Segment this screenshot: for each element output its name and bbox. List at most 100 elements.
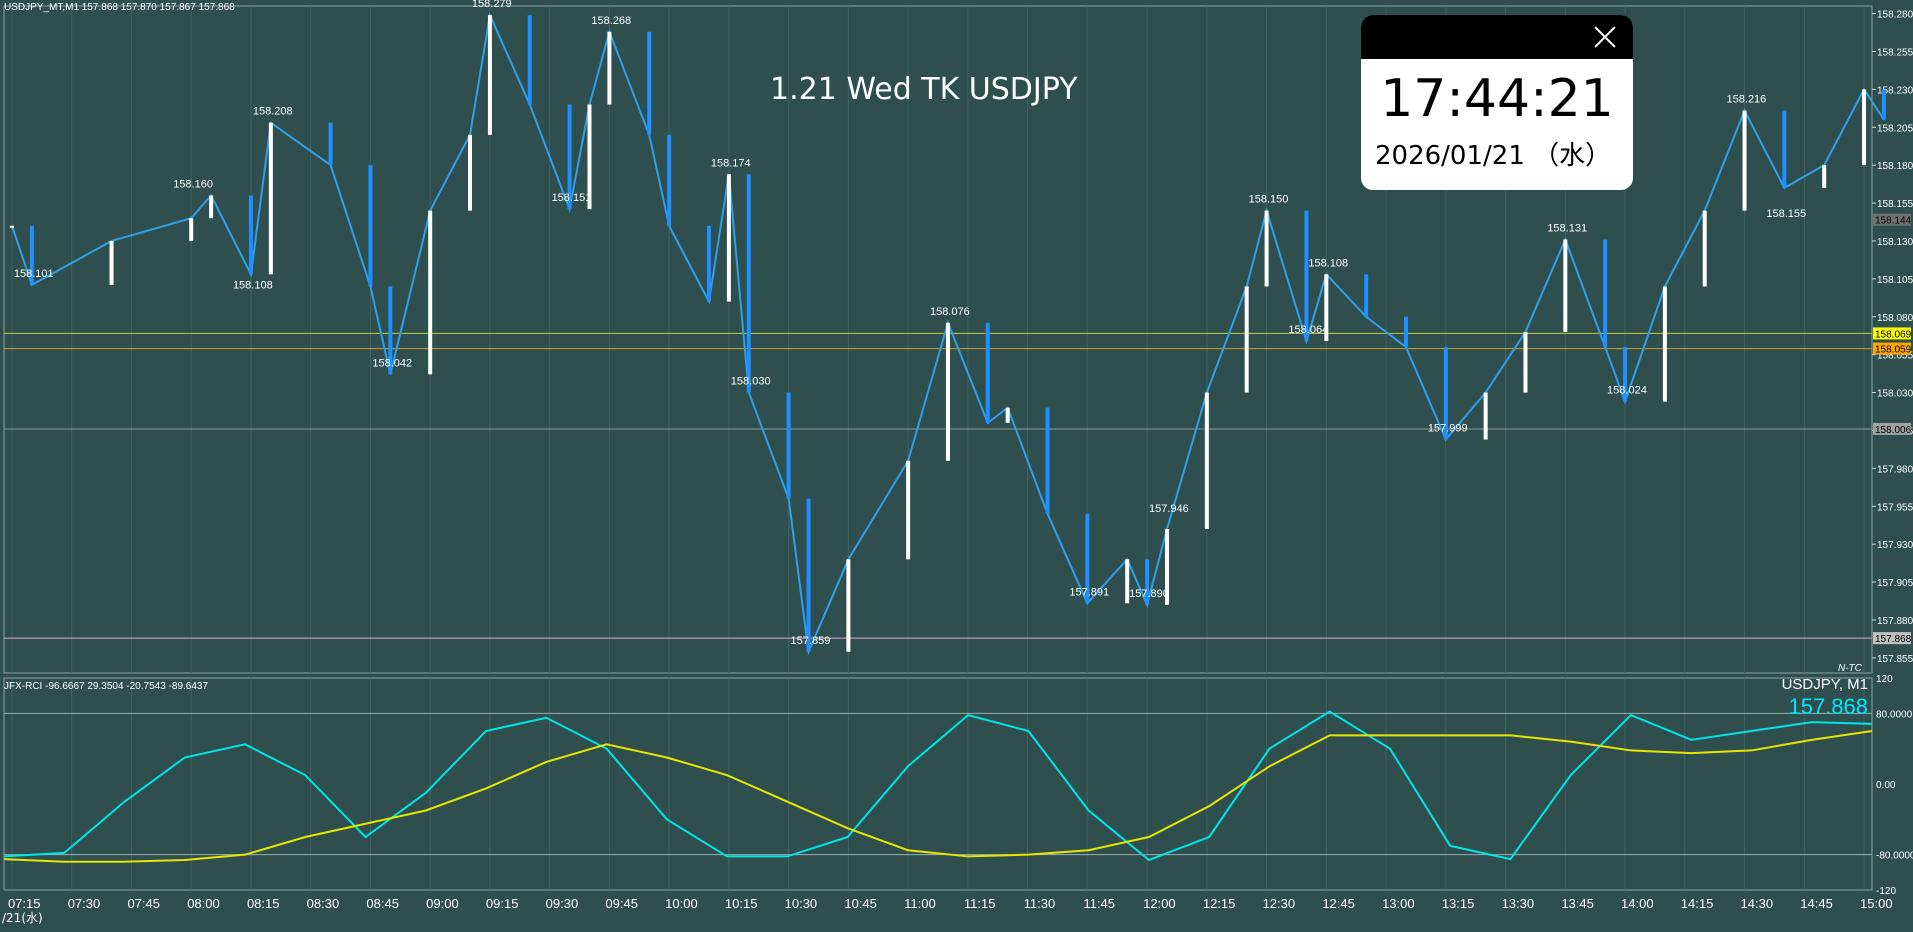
rci-overlay-price: 157.868 [1788, 694, 1868, 719]
symbol-info: USDJPY_MT,M1 157.868 157.870 157.867 157… [4, 2, 235, 13]
price-panel-frame [3, 5, 1873, 674]
price-tag-bg [1873, 342, 1911, 355]
high-low-label: 157.946 [1149, 503, 1189, 515]
candle [1165, 528, 1170, 605]
high-low-label: 158.030 [731, 376, 771, 388]
high-low-label: 158.101 [14, 268, 54, 280]
x-tick-label: 13:30 [1502, 896, 1535, 911]
y-tick-label: 158.180 [1877, 161, 1913, 172]
candle [1523, 331, 1528, 393]
high-low-label: 158.151 [552, 192, 592, 204]
candle [328, 122, 333, 166]
x-tick-label: 12:00 [1143, 896, 1176, 911]
candle [945, 322, 950, 461]
y-tick-label: 158.205 [1877, 123, 1913, 134]
rci-series-line [3, 710, 1873, 862]
high-low-label: 158.268 [591, 15, 631, 27]
price-tag-label: 157.868 [1875, 634, 1912, 645]
close-icon[interactable] [1591, 23, 1619, 51]
candle [1403, 316, 1408, 348]
x-tick-label: 10:45 [844, 896, 877, 911]
high-low-label: 158.108 [233, 279, 273, 291]
rci-y-tick-label: 80.0000 [1876, 709, 1913, 720]
high-low-label: 158.208 [253, 106, 293, 118]
y-tick-label: 157.930 [1877, 540, 1913, 551]
x-tick-label: 07:15 [8, 896, 41, 911]
x-tick-label: 10:00 [665, 896, 698, 911]
clock-titlebar [1361, 15, 1633, 59]
candle [268, 122, 273, 275]
rci-title: JFX-RCI -96.6667 29.3504 -20.7543 -89.64… [4, 681, 208, 692]
candle [487, 15, 492, 135]
candle [368, 165, 373, 287]
high-low-label: 158.216 [1727, 94, 1767, 106]
x-tick-label: 14:30 [1741, 896, 1774, 911]
candle [1145, 559, 1150, 605]
candle [647, 31, 652, 135]
rci-overlay-symbol: USDJPY, M1 [1782, 676, 1868, 693]
candle [1603, 239, 1608, 348]
candle [1005, 407, 1010, 423]
candle [1782, 110, 1787, 188]
price-tag-bg [1873, 327, 1911, 340]
y-tick-label: 158.155 [1877, 199, 1913, 210]
price-tag-bg [1873, 213, 1911, 226]
x-tick-label: 07:45 [127, 896, 160, 911]
price-tag-label: 158.069 [1875, 329, 1912, 340]
x-tick-label: 14:15 [1681, 896, 1714, 911]
candle [1742, 110, 1747, 211]
high-low-label: 157.859 [791, 635, 831, 647]
x-tick-label: 12:15 [1203, 896, 1236, 911]
candle [1881, 89, 1886, 120]
rci-panel-frame [3, 677, 1873, 891]
x-tick-label: 09:15 [486, 896, 519, 911]
x-tick-label: 09:30 [546, 896, 579, 911]
candle [706, 225, 711, 302]
candle [726, 174, 731, 302]
rci-y-tick-label: 120 [1876, 674, 1893, 685]
x-tick-label: 13:15 [1442, 896, 1475, 911]
high-low-label: 158.174 [711, 157, 751, 169]
high-low-label: 158.064 [1288, 324, 1328, 336]
clock-time: 17:44:21 [1380, 69, 1614, 129]
candle [1563, 239, 1568, 332]
candle [468, 134, 473, 211]
x-tick-label: 08:00 [187, 896, 220, 911]
x-tick-label: 10:30 [785, 896, 818, 911]
x-tick-label: 09:45 [605, 896, 638, 911]
x-tick-label: 09:00 [426, 896, 459, 911]
candle [786, 392, 791, 499]
x-tick-label: 13:00 [1382, 896, 1415, 911]
x-tick-label: 12:30 [1263, 896, 1296, 911]
y-tick-label: 157.980 [1877, 464, 1913, 475]
x-tick-label: 10:15 [725, 896, 758, 911]
price-line [11, 11, 1885, 656]
high-low-label: 158.150 [1249, 194, 1289, 206]
price-tag-bg [1873, 422, 1911, 435]
y-tick-label: 157.855 [1877, 654, 1913, 665]
y-tick-label: 158.080 [1877, 313, 1913, 324]
candle [1324, 274, 1329, 342]
high-low-label: 157.891 [1069, 586, 1109, 598]
high-low-label: 158.155 [1766, 208, 1806, 220]
y-tick-label: 157.905 [1877, 578, 1913, 589]
rci-y-tick-label: -120 [1876, 886, 1896, 897]
x-tick-label: 07:30 [68, 896, 101, 911]
clock-date: 2026/01/21 （水） [1375, 141, 1612, 171]
y-tick-label: 158.105 [1877, 275, 1913, 286]
x-tick-label: 11:15 [964, 896, 996, 911]
x-tick-label: 08:45 [366, 896, 399, 911]
candle [587, 104, 592, 210]
candle [607, 31, 612, 105]
candle [667, 134, 672, 226]
price-tag-label: 158.144 [1875, 216, 1912, 227]
candle [1364, 274, 1369, 317]
x-tick-label: 08:30 [307, 896, 340, 911]
price-tag-label: 158.006 [1875, 425, 1912, 436]
candle [248, 195, 253, 275]
x-axis-date-label: /21(水) [2, 911, 43, 925]
x-tick-label: 12:45 [1322, 896, 1355, 911]
x-tick-label: 15:00 [1860, 896, 1893, 911]
candle [806, 498, 811, 652]
